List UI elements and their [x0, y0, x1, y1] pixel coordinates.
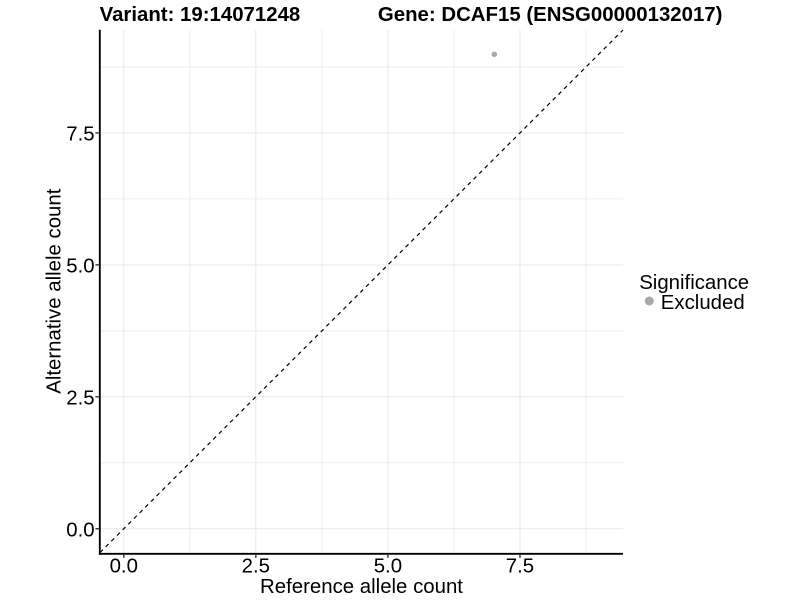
svg-text:Variant: 19:14071248: Variant: 19:14071248 [100, 4, 301, 26]
svg-text:Reference allele count: Reference allele count [260, 576, 463, 598]
svg-text:Alternative allele count: Alternative allele count [43, 188, 65, 393]
svg-text:5.0: 5.0 [66, 256, 94, 278]
svg-text:7.5: 7.5 [506, 555, 534, 577]
svg-text:2.5: 2.5 [242, 555, 270, 577]
svg-text:5.0: 5.0 [374, 555, 402, 577]
svg-text:7.5: 7.5 [66, 124, 94, 146]
svg-text:Gene: DCAF15 (ENSG00000132017): Gene: DCAF15 (ENSG00000132017) [378, 4, 723, 26]
svg-text:Excluded: Excluded [661, 292, 745, 314]
svg-text:0.0: 0.0 [66, 520, 94, 542]
svg-text:0.0: 0.0 [110, 555, 138, 577]
svg-text:2.5: 2.5 [66, 388, 94, 410]
svg-text:Significance: Significance [639, 272, 749, 294]
